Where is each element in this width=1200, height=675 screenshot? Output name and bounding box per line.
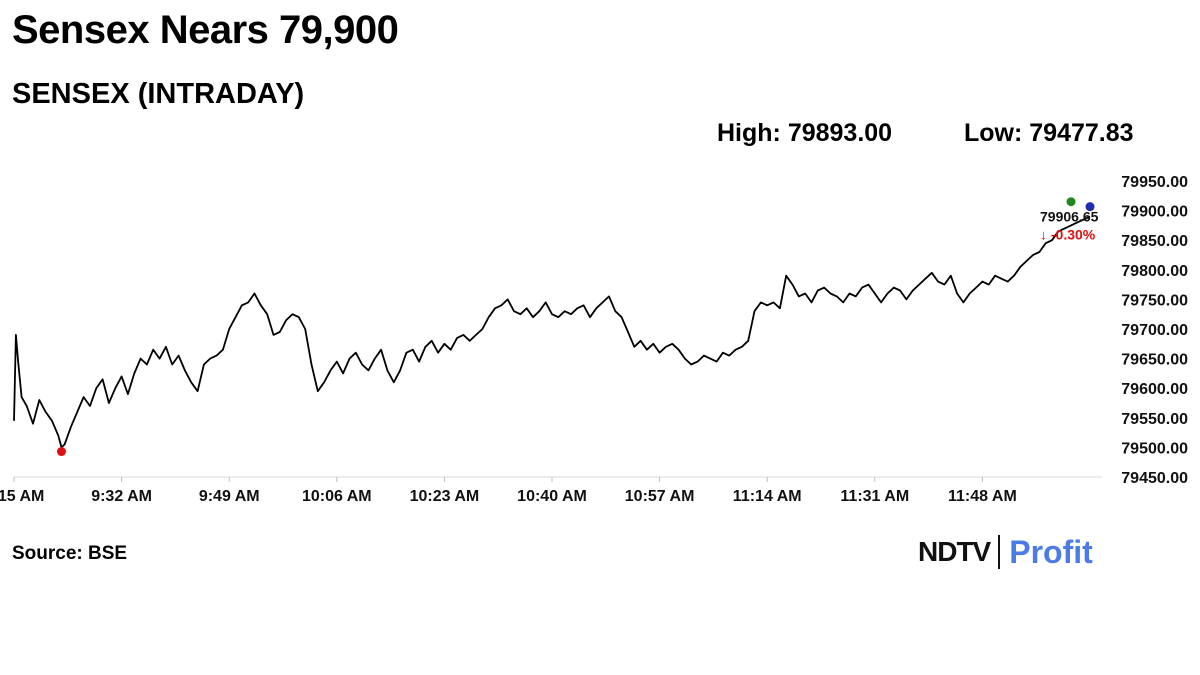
day-high-marker (1066, 197, 1076, 207)
x-tick-label: 10:23 AM (410, 488, 480, 505)
y-tick-label: 79750.00 (1121, 292, 1188, 309)
y-tick-label: 79450.00 (1121, 470, 1188, 487)
y-tick-label: 79650.00 (1121, 352, 1188, 369)
intraday-chart: 9:15 AM 9:32 AM 9:49 AM 10:06 AM 10:23 AM 10:… (0, 174, 1188, 505)
last-marker (1085, 202, 1095, 212)
page-title: Sensex Nears 79,900 (12, 8, 399, 52)
x-tick-label: 11:31 AM (840, 488, 909, 505)
x-tick-label: 9:15 AM (0, 488, 44, 505)
y-tick-label: 79600.00 (1121, 381, 1188, 398)
brand-ndtv: NDTV (918, 536, 991, 567)
y-tick-label: 79800.00 (1121, 263, 1188, 280)
chart-subtitle: SENSEX (INTRADAY) (12, 78, 305, 110)
low-value: Low: 79477.83 (964, 119, 1134, 147)
y-tick-label: 79850.00 (1121, 233, 1188, 250)
day-low-marker (56, 447, 66, 457)
y-tick-label: 79500.00 (1121, 440, 1188, 457)
y-tick-label: 79700.00 (1121, 322, 1188, 339)
y-tick-label: 79550.00 (1121, 411, 1188, 428)
x-tick-label: 9:32 AM (91, 488, 152, 505)
y-tick-label: 79950.00 (1121, 174, 1188, 191)
x-tick-label: 11:48 AM (948, 488, 1017, 505)
y-tick-label: 79900.00 (1121, 204, 1188, 221)
x-tick-label: 10:40 AM (517, 488, 587, 505)
change-label: ↓ -0.30% (1040, 227, 1096, 243)
brand-profit: Profit (1009, 533, 1093, 570)
x-tick-label: 10:06 AM (302, 488, 372, 505)
x-tick-label: 10:57 AM (625, 488, 695, 505)
source-note: Source: BSE (12, 543, 128, 564)
sensex-line (13, 215, 1091, 449)
x-tick-label: 11:14 AM (733, 488, 802, 505)
last-value-label: 79906.65 (1040, 209, 1099, 225)
x-tick-label: 9:49 AM (199, 488, 260, 505)
ndtv-profit-logo: NDTV Profit (918, 532, 1093, 572)
brand-separator (998, 535, 1001, 569)
high-value: High: 79893.00 (717, 119, 893, 147)
